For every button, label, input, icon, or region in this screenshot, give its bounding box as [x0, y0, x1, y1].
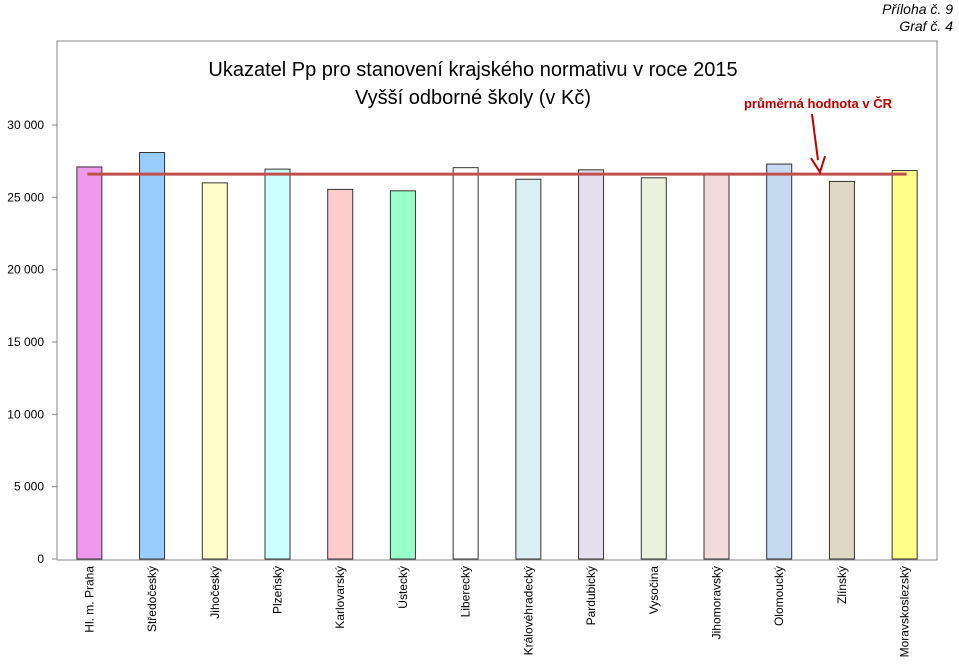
x-tick-label: Plzeňský [271, 566, 285, 614]
y-tick-label: 15 000 [7, 335, 44, 349]
bar [703, 172, 730, 560]
bar [515, 178, 542, 560]
bar [578, 169, 605, 560]
average-group: průměrná hodnota v ČR [87, 96, 907, 176]
y-tick-label: 20 000 [7, 263, 44, 277]
graph-number-label: Graf č. 4 [899, 18, 953, 34]
y-tick-label: 30 000 [7, 118, 44, 132]
x-tick-label: Ústecký [395, 566, 410, 609]
plot-area [56, 40, 938, 561]
bar [766, 163, 793, 560]
bar [264, 168, 291, 560]
bar [452, 167, 479, 560]
bar [828, 180, 855, 560]
chart-title: Ukazatel Pp pro stanovení krajského norm… [208, 59, 737, 81]
x-tick-label: Středočeský [145, 566, 159, 632]
x-tick-label: Královéhradecký [521, 566, 535, 655]
attachment-label: Příloha č. 9 [882, 1, 953, 17]
average-arrow-head [810, 155, 826, 175]
x-tick-label: Jihočeský [208, 566, 222, 619]
x-tick-label: Pardubický [584, 566, 598, 625]
chart-subtitle: Vyšší odborné školy (v Kč) [355, 87, 591, 109]
category-labels: Hl. m. Praha Středočeský Jihočeský Plzeňský… [82, 566, 911, 658]
x-tick-label: Karlovarský [333, 566, 347, 629]
x-tick-label: Jihomoravský [710, 566, 724, 639]
y-axis: 0 5 000 10 000 15 000 20 000 25 000 30 000 [7, 118, 57, 566]
y-tick-label: 10 000 [7, 407, 44, 421]
bars-group [76, 151, 918, 560]
x-tick-label: Liberecký [459, 566, 473, 617]
bar [201, 182, 228, 560]
bar [139, 151, 166, 560]
x-tick-label: Zlínský [835, 566, 849, 604]
y-tick-label: 0 [37, 552, 44, 566]
x-tick-label: Hl. m. Praha [82, 566, 96, 633]
bar [891, 170, 918, 560]
x-tick-label: Vysočina [647, 566, 661, 615]
average-arrow-shaft [811, 113, 819, 161]
y-tick-label: 25 000 [7, 190, 44, 204]
bar [640, 177, 667, 560]
average-label: průměrná hodnota v ČR [744, 96, 893, 111]
bar [327, 188, 354, 560]
x-tick-label: Moravskoslezský [898, 566, 912, 657]
bar [389, 190, 416, 560]
x-tick-label: Olomoucký [772, 566, 786, 626]
bar [76, 166, 103, 560]
y-tick-label: 5 000 [14, 480, 44, 494]
